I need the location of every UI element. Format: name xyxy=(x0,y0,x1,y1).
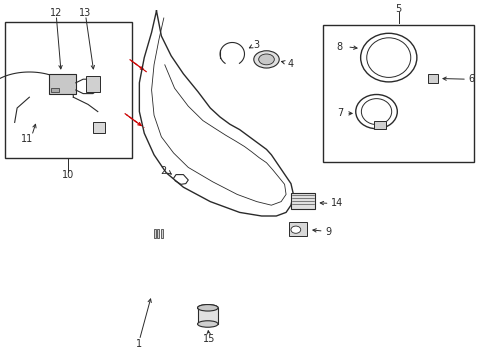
Ellipse shape xyxy=(197,321,218,327)
Bar xyxy=(197,308,218,324)
Ellipse shape xyxy=(360,33,416,82)
Text: 10: 10 xyxy=(62,170,75,180)
Text: 12: 12 xyxy=(50,8,62,18)
Bar xyxy=(49,74,76,94)
Text: 5: 5 xyxy=(395,4,401,14)
Text: 4: 4 xyxy=(287,59,293,69)
Ellipse shape xyxy=(258,54,274,65)
Bar xyxy=(288,222,306,236)
Bar xyxy=(322,25,473,162)
Bar xyxy=(93,122,105,133)
Text: 13: 13 xyxy=(79,8,92,18)
Text: 2: 2 xyxy=(161,166,166,176)
Text: 11: 11 xyxy=(20,134,33,144)
Text: 15: 15 xyxy=(202,334,215,344)
Bar xyxy=(5,22,132,158)
Bar xyxy=(290,193,315,209)
Text: 1: 1 xyxy=(136,339,142,349)
Bar xyxy=(157,229,159,238)
Ellipse shape xyxy=(361,99,391,125)
Text: 6: 6 xyxy=(468,74,474,84)
Bar xyxy=(154,229,156,238)
Text: 9: 9 xyxy=(325,227,331,237)
Text: 3: 3 xyxy=(253,40,259,50)
Text: 14: 14 xyxy=(330,198,343,208)
Bar xyxy=(85,76,100,92)
Bar xyxy=(427,74,437,83)
Text: 8: 8 xyxy=(336,42,342,52)
Bar xyxy=(161,229,163,238)
Text: 7: 7 xyxy=(336,108,342,118)
Bar xyxy=(51,88,59,92)
Ellipse shape xyxy=(197,305,218,311)
Ellipse shape xyxy=(253,51,279,68)
Bar xyxy=(373,121,386,129)
Ellipse shape xyxy=(366,38,410,77)
Ellipse shape xyxy=(355,94,397,129)
Circle shape xyxy=(290,226,300,233)
Ellipse shape xyxy=(197,305,218,311)
